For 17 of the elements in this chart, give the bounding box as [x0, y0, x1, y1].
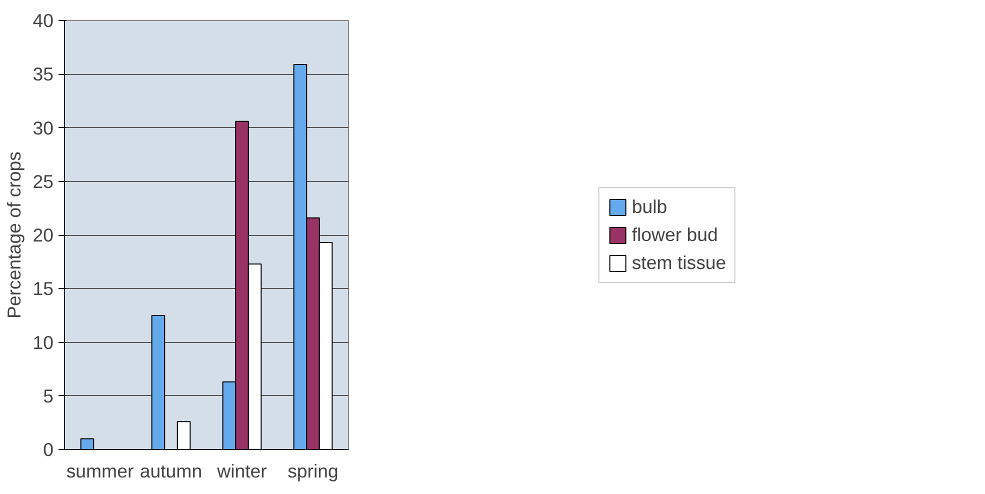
y-tick-label: 20 — [32, 224, 54, 246]
x-tick-label: autumn — [140, 460, 202, 482]
y-tick-label: 40 — [32, 10, 54, 31]
y-tick-label: 15 — [32, 278, 54, 300]
x-tick-label: spring — [288, 460, 338, 482]
x-tick-label: winter — [216, 460, 267, 482]
y-tick-label: 5 — [43, 385, 54, 406]
x-tick-label: summer — [66, 460, 134, 482]
y-tick-label: 35 — [32, 64, 54, 85]
legend-label: stem tissue — [632, 252, 726, 274]
y-axis-title: Percentage of crops — [4, 152, 25, 318]
legend-label: flower bud — [632, 224, 718, 246]
y-tick-label: 30 — [32, 117, 54, 138]
y-tick-label: 0 — [43, 439, 54, 460]
y-tick-label: 10 — [32, 332, 54, 353]
legend-label: bulb — [632, 196, 668, 218]
y-tick-label: 25 — [32, 170, 54, 192]
